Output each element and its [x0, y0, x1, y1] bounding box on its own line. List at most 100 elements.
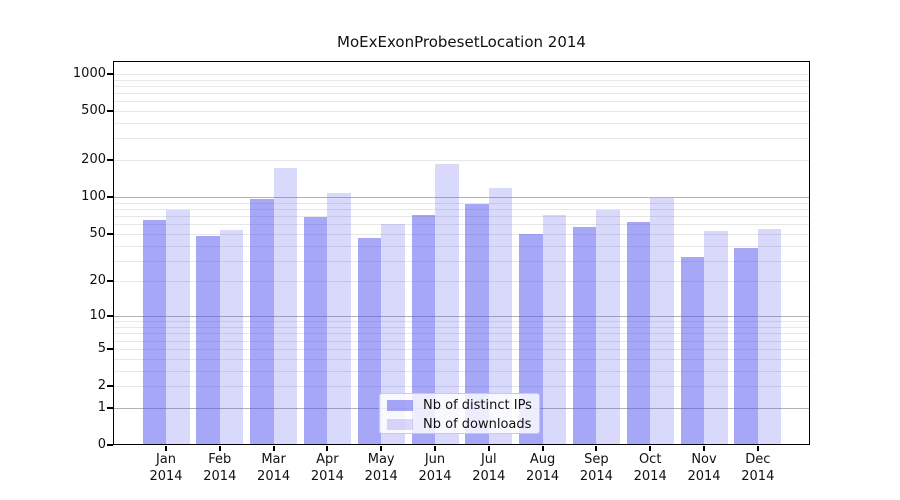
x-tick — [326, 446, 329, 451]
y-tick-label: 200 — [81, 152, 106, 168]
bar-distinct-ips — [734, 248, 758, 444]
y-tick — [107, 444, 113, 446]
gridline — [114, 138, 809, 140]
gridline — [114, 216, 809, 217]
y-tick — [107, 72, 113, 75]
bar-downloads — [757, 228, 782, 444]
bar-distinct-ips — [250, 199, 274, 444]
x-tick — [487, 446, 490, 451]
y-tick-label: 0 — [97, 437, 106, 452]
y-tick — [107, 232, 113, 235]
bar-downloads — [704, 230, 728, 444]
x-tick — [165, 446, 167, 451]
x-tick — [649, 446, 652, 451]
bar-downloads — [596, 210, 620, 444]
x-tick — [380, 446, 383, 451]
chart-title: MoExExonProbesetLocation 2014 — [337, 33, 586, 51]
legend-entry-downloads: Nb of downloads — [380, 415, 539, 434]
bar-distinct-ips — [142, 219, 166, 444]
legend: Nb of distinct IPs Nb of downloads — [379, 393, 540, 434]
x-tick-label: May 2014 — [364, 452, 398, 484]
x-tick — [703, 446, 705, 451]
x-tick — [541, 446, 544, 451]
bar-downloads — [435, 164, 459, 444]
legend-swatch-downloads-icon — [387, 419, 413, 430]
gridline — [114, 281, 809, 283]
gridline — [114, 202, 809, 204]
x-tick — [218, 446, 221, 451]
bar-downloads — [327, 193, 351, 444]
legend-label: Nb of downloads — [423, 417, 532, 432]
gridline — [114, 208, 809, 210]
gridline — [114, 260, 809, 262]
x-tick-label: Dec 2014 — [741, 452, 775, 484]
y-tick — [107, 110, 113, 112]
y-tick — [107, 280, 113, 283]
bar-distinct-ips — [572, 226, 597, 444]
x-tick-label: Apr 2014 — [310, 452, 344, 484]
gridline — [114, 73, 809, 75]
y-tick — [107, 159, 113, 162]
bar-downloads — [381, 224, 405, 444]
gridline — [114, 358, 809, 360]
gridline — [114, 101, 809, 103]
y-tick-label: 100 — [81, 189, 106, 205]
bar-distinct-ips — [465, 203, 489, 444]
y-tick-label: 500 — [81, 103, 106, 118]
x-tick — [434, 446, 436, 451]
gridline — [114, 79, 809, 81]
bar-downloads — [650, 198, 674, 444]
gridline — [114, 111, 809, 112]
gridline — [114, 333, 809, 335]
x-tick-label: Mar 2014 — [257, 452, 291, 484]
gridline — [114, 224, 809, 226]
legend-label: Nb of distinct IPs — [423, 398, 532, 413]
bar-distinct-ips — [519, 233, 543, 444]
legend-entry-distinct-ips: Nb of distinct IPs — [380, 396, 539, 415]
gridline — [114, 386, 809, 387]
gridline-major — [114, 197, 809, 199]
bar-downloads — [273, 168, 298, 444]
gridline — [114, 370, 809, 372]
gridline — [114, 123, 809, 124]
bar-distinct-ips — [357, 238, 382, 444]
x-tick — [272, 446, 275, 451]
x-tick-label: Jan 2014 — [149, 452, 183, 484]
y-tick-label: 1 — [97, 399, 106, 415]
y-tick-label: 5 — [97, 340, 106, 356]
y-tick-label: 10 — [89, 308, 106, 324]
gridline — [114, 245, 809, 247]
bar-distinct-ips — [196, 235, 220, 444]
y-tick — [107, 406, 113, 409]
x-tick-label: Jul 2014 — [472, 452, 506, 484]
bar-downloads — [219, 229, 244, 444]
x-tick-label: Sep 2014 — [579, 452, 613, 484]
bar-distinct-ips — [680, 257, 704, 444]
y-tick-label: 50 — [89, 225, 106, 241]
y-tick-label: 20 — [89, 273, 106, 289]
gridline — [114, 327, 809, 328]
y-tick — [107, 385, 113, 387]
bar-downloads — [488, 187, 513, 444]
bar-distinct-ips — [411, 214, 435, 444]
gridline — [114, 233, 809, 235]
x-tick — [595, 446, 598, 451]
y-tick — [107, 347, 113, 350]
x-tick-label: Feb 2014 — [203, 452, 237, 484]
bar-distinct-ips — [303, 216, 328, 444]
gridline — [114, 93, 809, 94]
bar-downloads — [542, 214, 567, 444]
y-tick — [107, 315, 113, 318]
y-tick-label: 1000 — [72, 65, 106, 81]
gridline — [114, 85, 809, 87]
legend-swatch-distinct-ips-icon — [387, 400, 413, 411]
gridline — [114, 348, 809, 350]
gridline — [114, 340, 809, 342]
x-tick-label: Oct 2014 — [633, 452, 667, 484]
y-tick — [107, 196, 113, 199]
x-tick-label: Jun 2014 — [418, 452, 452, 484]
x-tick — [756, 446, 759, 451]
x-tick-label: Nov 2014 — [687, 452, 721, 484]
gridline — [114, 160, 809, 162]
y-tick-label: 2 — [97, 378, 106, 393]
